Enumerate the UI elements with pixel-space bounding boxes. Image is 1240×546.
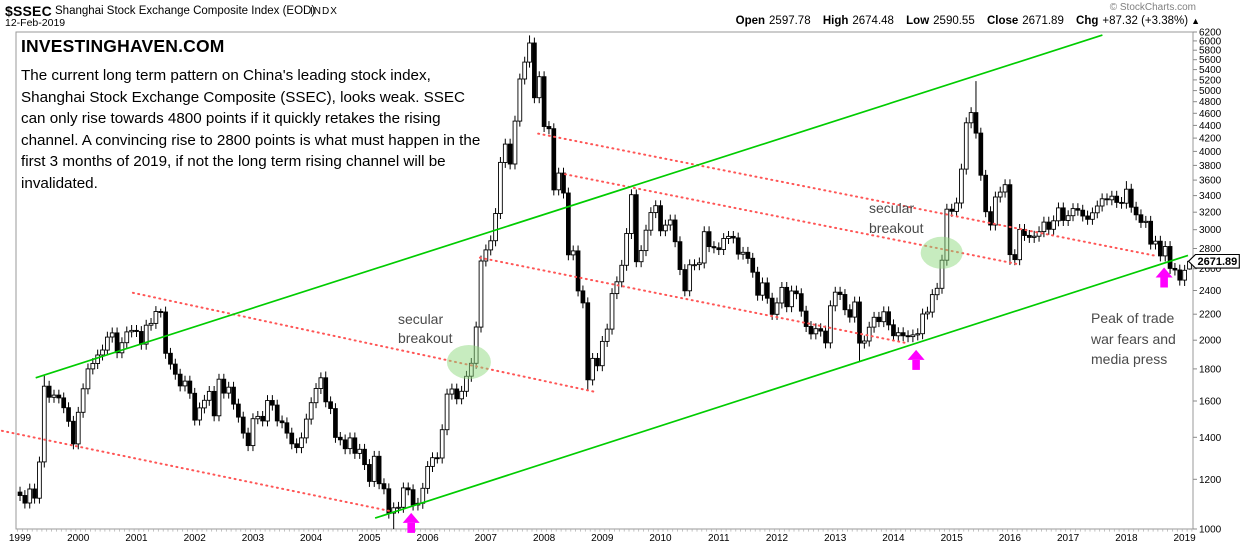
plot-frame	[15, 31, 1194, 532]
svg-text:2003: 2003	[242, 533, 265, 544]
svg-text:2011: 2011	[708, 533, 730, 544]
breakout-ellipses	[446, 236, 963, 379]
svg-text:4000: 4000	[1199, 147, 1222, 158]
svg-text:5800: 5800	[1199, 46, 1222, 57]
change-label: Chg	[1076, 15, 1099, 27]
copyright-label: © StockCharts.com	[1109, 2, 1196, 13]
close-label: Close	[986, 15, 1019, 27]
svg-text:2600: 2600	[1199, 264, 1222, 275]
svg-text:1999: 1999	[9, 533, 32, 544]
up-arrow-markers	[402, 267, 1173, 533]
svg-text:2800: 2800	[1199, 244, 1222, 255]
commentary-text: The current long term pattern on China's…	[21, 67, 481, 192]
open-value: 2597.78	[769, 15, 811, 27]
svg-text:2002: 2002	[184, 533, 207, 544]
svg-text:1800: 1800	[1199, 364, 1222, 375]
svg-text:2019: 2019	[1173, 533, 1196, 544]
secular-breakout-note-2006: secular breakout	[398, 311, 453, 346]
last-price-callout: 2671.89	[1187, 253, 1240, 269]
svg-text:3000: 3000	[1199, 225, 1222, 236]
open-label: Open	[735, 15, 766, 27]
y-axis-labels: 1000 1200 1400 1600 1800 2000 2200 2400 2600 2800…	[1193, 28, 1222, 536]
high-value: 2674.48	[852, 15, 894, 27]
ticker-symbol: $SSEC	[5, 3, 52, 19]
chart-date: 12-Feb-2019	[5, 17, 66, 29]
svg-text:2017: 2017	[1057, 533, 1080, 544]
svg-text:3800: 3800	[1199, 161, 1222, 172]
watermark-title: INVESTINGHAVEN.COM	[21, 36, 225, 56]
svg-text:2000: 2000	[1199, 336, 1222, 347]
svg-text:2014: 2014	[882, 533, 905, 544]
change-value: +87.32 (+3.38%)	[1102, 15, 1189, 27]
svg-text:2671.89: 2671.89	[1198, 256, 1238, 268]
svg-text:5400: 5400	[1199, 65, 1222, 76]
svg-text:5000: 5000	[1199, 86, 1222, 97]
trade-war-peak-note: Peak of trade war fears and media press	[1091, 310, 1176, 367]
svg-text:2009: 2009	[591, 533, 614, 544]
svg-text:1600: 1600	[1199, 397, 1222, 408]
exchange-label: INDX	[310, 6, 338, 17]
svg-text:3400: 3400	[1199, 191, 1222, 202]
svg-text:6200: 6200	[1199, 28, 1222, 39]
svg-text:2016: 2016	[999, 533, 1022, 544]
svg-text:2008: 2008	[533, 533, 556, 544]
svg-text:4800: 4800	[1199, 97, 1222, 108]
high-label: High	[822, 15, 849, 27]
svg-text:2001: 2001	[125, 533, 148, 544]
svg-text:2400: 2400	[1199, 286, 1222, 297]
svg-text:5600: 5600	[1199, 55, 1222, 66]
svg-text:1000: 1000	[1199, 525, 1222, 536]
x-axis-labels: 1999 2000 2001 2002 2003 2004 2005 2006 2007 2008…	[9, 533, 1196, 544]
ohlc-quote-row: Open 2597.78 High 2674.48 Low 2590.55 Close…	[736, 15, 1200, 27]
svg-text:2005: 2005	[358, 533, 381, 544]
candles-layer	[17, 35, 1192, 529]
up-triangle-icon: ▲	[1191, 16, 1200, 26]
svg-text:2004: 2004	[300, 533, 323, 544]
secular-breakout-note-2014: secular breakout	[869, 200, 924, 236]
svg-text:2006: 2006	[416, 533, 439, 544]
low-label: Low	[906, 15, 930, 27]
svg-text:2018: 2018	[1115, 533, 1138, 544]
svg-text:2010: 2010	[649, 533, 672, 544]
svg-text:4400: 4400	[1199, 121, 1222, 132]
close-value: 2671.89	[1022, 15, 1064, 27]
svg-text:1200: 1200	[1199, 475, 1222, 486]
svg-text:2013: 2013	[824, 533, 847, 544]
svg-text:2015: 2015	[941, 533, 964, 544]
svg-text:6000: 6000	[1199, 36, 1222, 47]
svg-text:2012: 2012	[766, 533, 789, 544]
svg-text:1400: 1400	[1199, 433, 1222, 444]
svg-text:4200: 4200	[1199, 134, 1222, 145]
svg-text:5200: 5200	[1199, 75, 1222, 86]
red-dashed-trendlines	[0, 132, 1159, 513]
svg-text:3200: 3200	[1199, 208, 1222, 219]
svg-text:2007: 2007	[475, 533, 498, 544]
svg-text:2000: 2000	[67, 533, 90, 544]
svg-text:2200: 2200	[1199, 310, 1222, 321]
svg-text:4600: 4600	[1199, 109, 1222, 120]
green-channel-lines	[35, 34, 1189, 519]
svg-text:3600: 3600	[1199, 176, 1222, 187]
chart-title: Shanghai Stock Exchange Composite Index …	[55, 5, 316, 17]
low-value: 2590.55	[933, 15, 975, 27]
